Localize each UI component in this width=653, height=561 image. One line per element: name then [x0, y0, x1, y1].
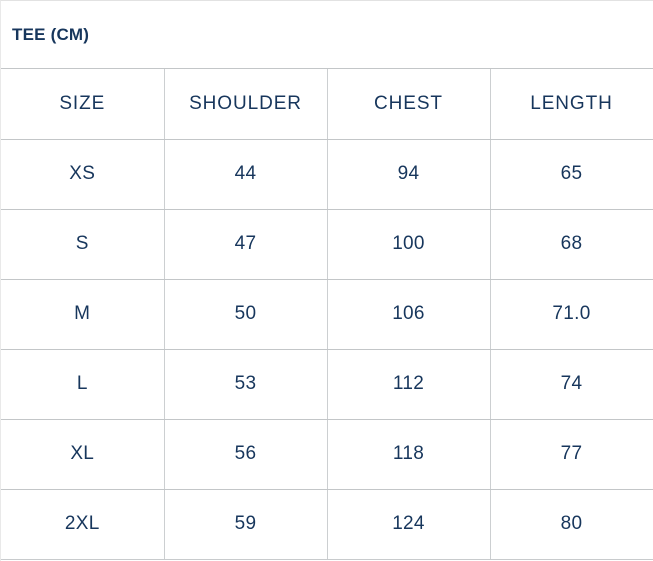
cell-length: 68	[490, 209, 653, 280]
column-header-shoulder: SHOULDER	[164, 69, 328, 140]
table-row: 2XL 59 124 80	[1, 489, 653, 560]
cell-chest: 112	[327, 349, 491, 420]
cell-chest: 124	[327, 489, 491, 560]
table-header-row: SIZE SHOULDER CHEST LENGTH	[1, 69, 653, 140]
cell-length: 74	[490, 349, 653, 420]
cell-size: 2XL	[1, 489, 165, 560]
cell-chest: 106	[327, 279, 491, 350]
cell-size: XL	[1, 419, 165, 490]
cell-shoulder: 59	[164, 489, 328, 560]
cell-size: L	[1, 349, 165, 420]
cell-length: 77	[490, 419, 653, 490]
table-row: S 47 100 68	[1, 209, 653, 280]
column-header-length: LENGTH	[490, 69, 653, 140]
cell-chest: 94	[327, 139, 491, 210]
cell-chest: 100	[327, 209, 491, 280]
cell-size: S	[1, 209, 165, 280]
cell-chest: 118	[327, 419, 491, 490]
cell-shoulder: 47	[164, 209, 328, 280]
cell-shoulder: 56	[164, 419, 328, 490]
table-body: XS 44 94 65 S 47 100 68 M 50 106 71.0 L …	[1, 139, 653, 560]
cell-length: 65	[490, 139, 653, 210]
cell-length: 71.0	[490, 279, 653, 350]
cell-shoulder: 50	[164, 279, 328, 350]
cell-size: M	[1, 279, 165, 350]
column-header-size: SIZE	[1, 69, 165, 140]
table-row: L 53 112 74	[1, 349, 653, 420]
size-chart-table: SIZE SHOULDER CHEST LENGTH XS 44 94 65 S…	[1, 69, 653, 560]
cell-length: 80	[490, 489, 653, 560]
table-row: XS 44 94 65	[1, 139, 653, 210]
column-header-chest: CHEST	[327, 69, 491, 140]
cell-shoulder: 44	[164, 139, 328, 210]
chart-title-bar: TEE (CM)	[1, 1, 653, 69]
cell-size: XS	[1, 139, 165, 210]
cell-shoulder: 53	[164, 349, 328, 420]
table-row: M 50 106 71.0	[1, 279, 653, 350]
table-row: XL 56 118 77	[1, 419, 653, 490]
table-header: SIZE SHOULDER CHEST LENGTH	[1, 69, 653, 140]
page-title: TEE (CM)	[12, 25, 90, 44]
